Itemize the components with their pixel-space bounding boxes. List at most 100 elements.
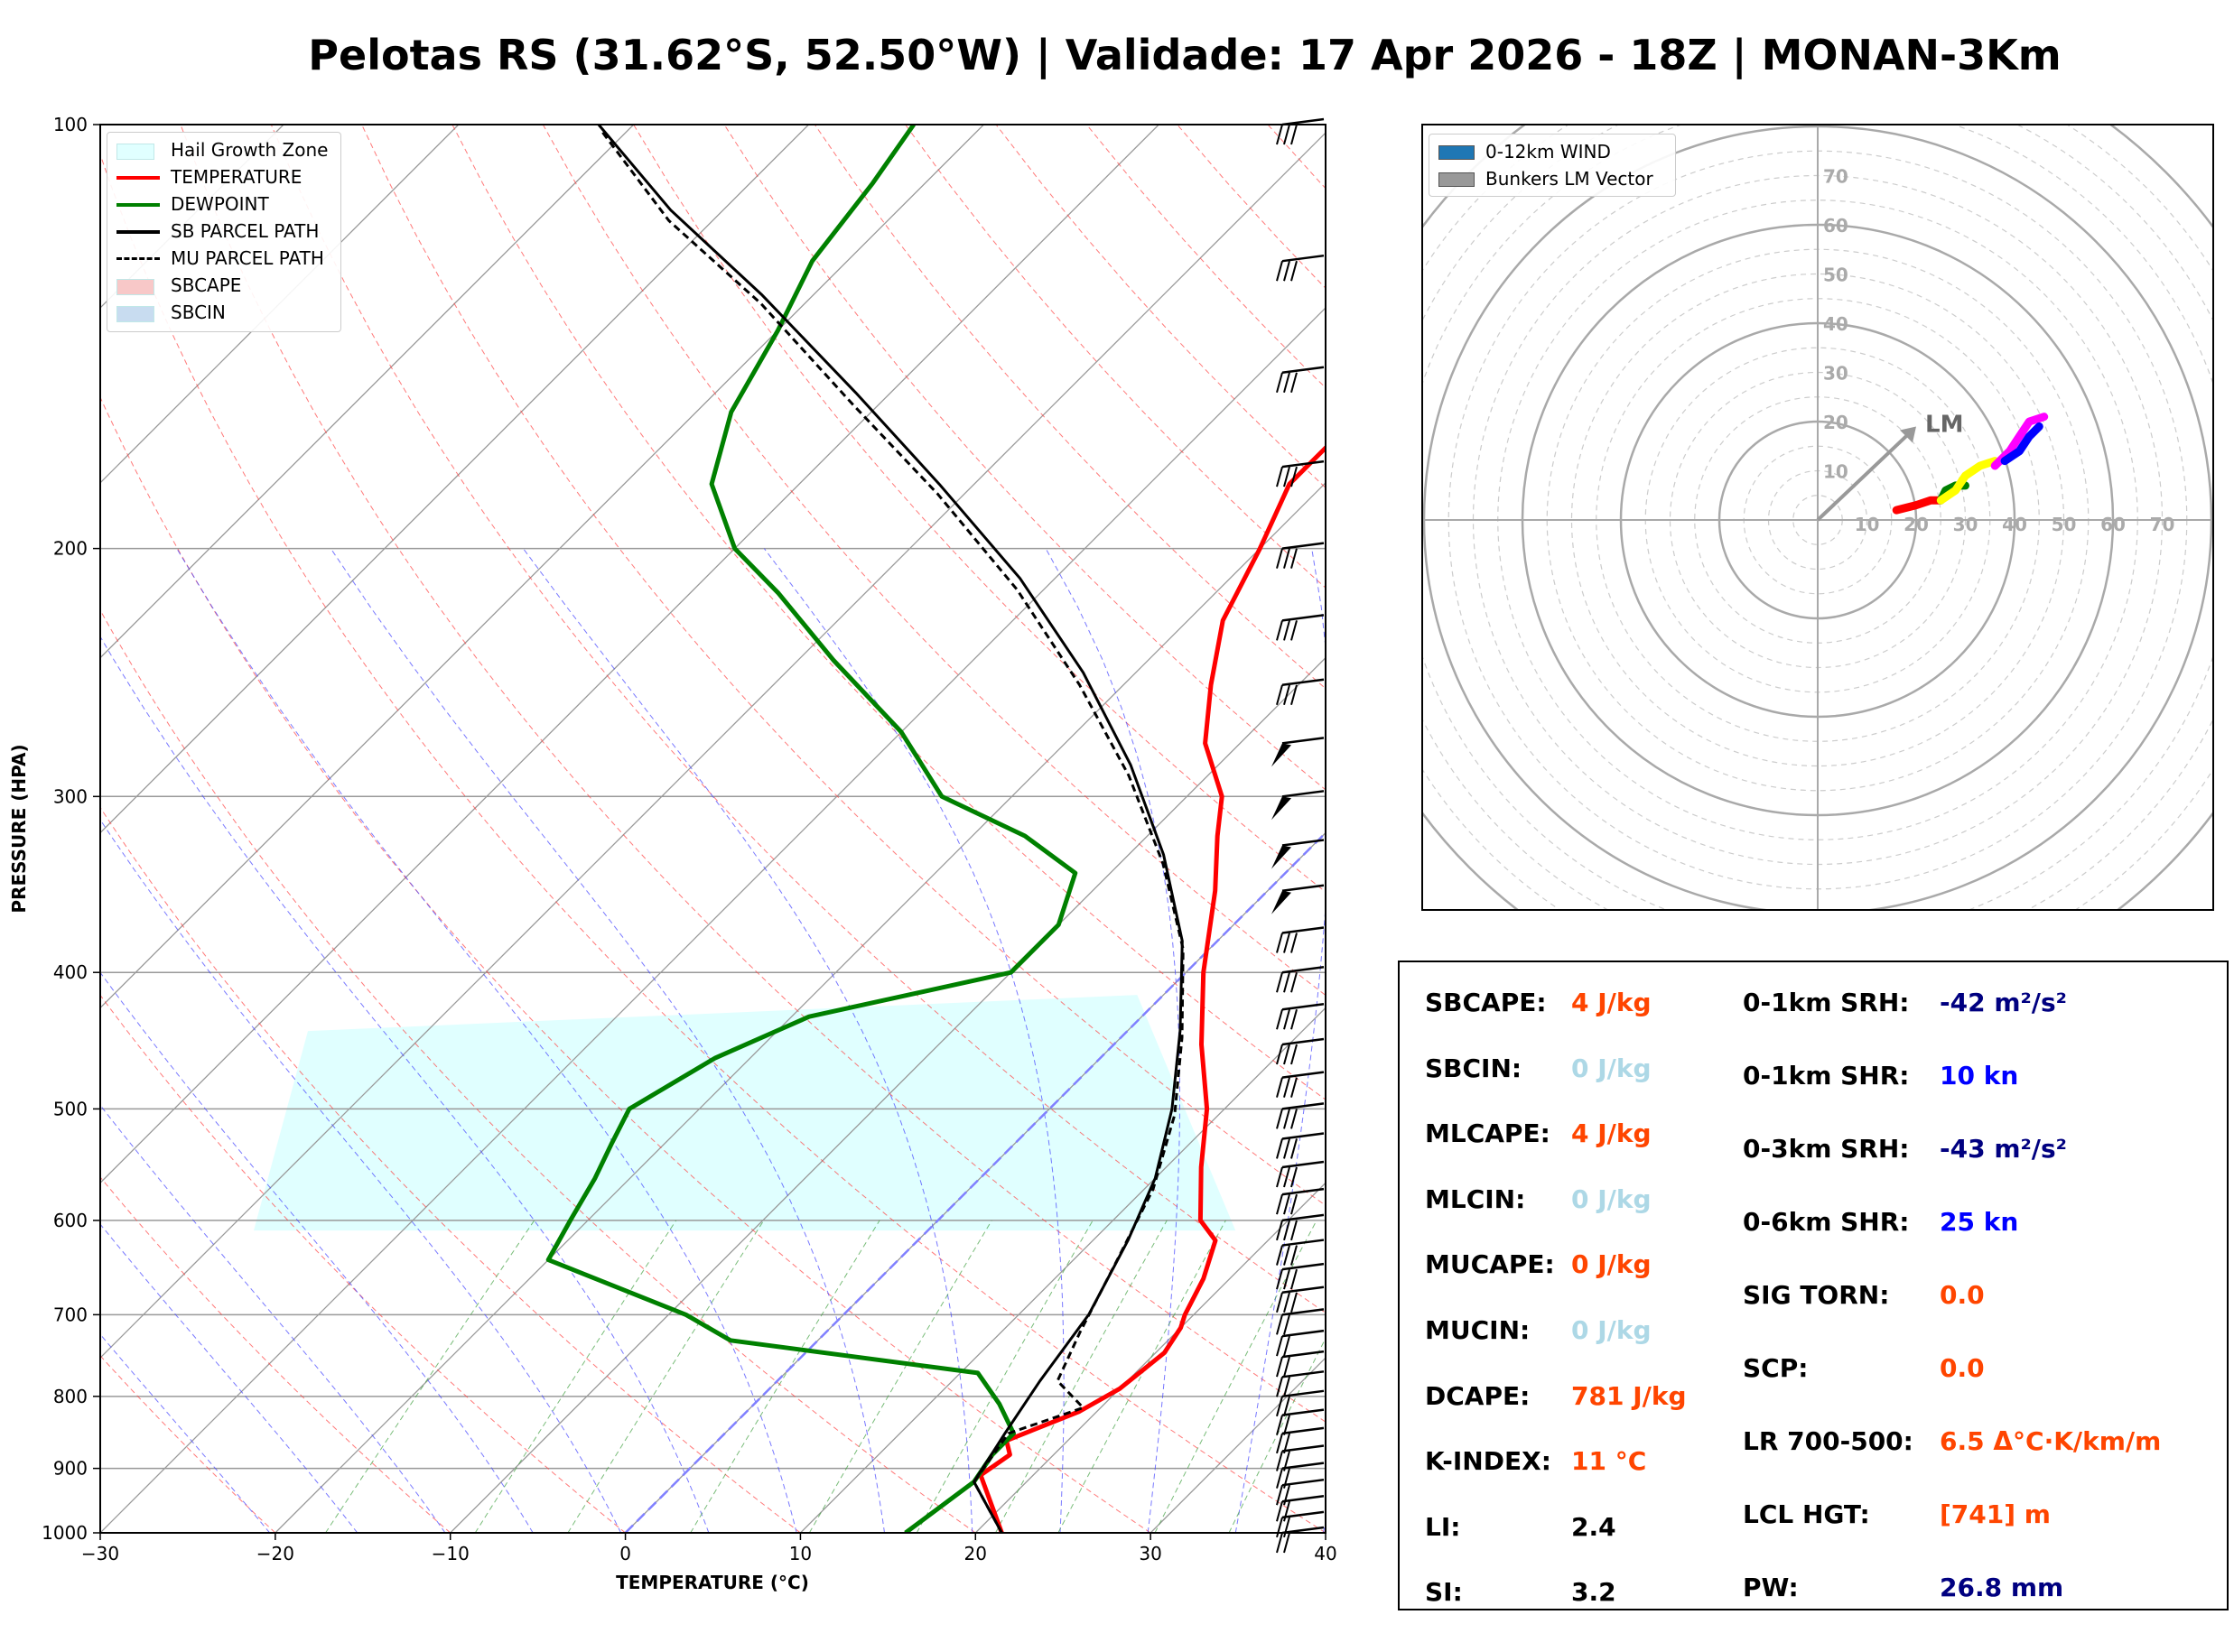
param-label: SI: — [1425, 1577, 1463, 1608]
mixing-ratio-line — [567, 1220, 765, 1533]
hodo-minor-ring — [1422, 125, 2213, 910]
param-label: SBCIN: — [1425, 1053, 1522, 1083]
wind-barb — [1276, 1308, 1325, 1335]
moist-adiabat — [100, 1104, 446, 1533]
skewt-chart: −30 −20 −10 0 10 20 30 40 100 200 300 400 500 600 700… — [8, 114, 1336, 1593]
param-value: -43 m²/s² — [1940, 1134, 2067, 1164]
param-label: K-INDEX: — [1425, 1446, 1551, 1477]
legend-label: SBCIN — [171, 302, 226, 323]
hodo-trace-segment — [2000, 422, 2043, 466]
x-tick-label: 20 — [964, 1543, 987, 1564]
wind-barb — [1271, 790, 1325, 821]
parameters-panel: SBCAPE: 4 J/kg SBCIN: 0 J/kg MLCAPE: 4 J/kg ML… — [1398, 961, 2229, 1610]
param-value: 4 J/kg — [1571, 1118, 1652, 1149]
param-value: 0 J/kg — [1571, 1249, 1652, 1280]
param-label: 0-1km SHR: — [1743, 1061, 1910, 1091]
bunkers-lm-label: LM — [1925, 411, 1963, 438]
isotherm-m30 — [100, 307, 1326, 1533]
moist-adiabat — [100, 636, 710, 1533]
dry-adiabat — [270, 125, 1326, 1313]
hodo-ring-label-y: 70 — [1823, 166, 1848, 188]
hodo-ring-label-y: 40 — [1823, 313, 1848, 335]
moist-adiabat — [100, 819, 622, 1533]
legend-label: Hail Growth Zone — [171, 139, 329, 161]
hodo-trace-segment — [1892, 496, 1945, 515]
y-tick-label: 200 — [53, 538, 88, 560]
param-label: 0-1km SRH: — [1743, 988, 1910, 1017]
param-label: SCP: — [1743, 1353, 1809, 1383]
isotherm-20 — [974, 1182, 1326, 1533]
y-tick-label: 1000 — [42, 1522, 88, 1544]
param-value: 0 J/kg — [1571, 1053, 1652, 1083]
profile-mu-parcel-path — [600, 129, 1185, 1533]
hodo-ring-label-y: 20 — [1823, 412, 1848, 433]
wind-barb — [1276, 1213, 1325, 1241]
mixing-ratio-line — [1057, 1220, 1226, 1533]
hodo-ring-label-y: 30 — [1823, 363, 1848, 385]
isotherm-m50 — [100, 125, 1159, 1184]
wind-barb — [1276, 459, 1325, 487]
moist-adiabat — [176, 548, 797, 1533]
param-value: 0.0 — [1940, 1353, 1985, 1383]
hodo-ring-label-x: 30 — [1953, 514, 1978, 535]
y-tick-label: 600 — [53, 1210, 88, 1231]
hodo-trace-segment — [1990, 413, 2049, 470]
isotherm-m70 — [100, 125, 810, 834]
wind-barb — [1276, 1285, 1325, 1313]
isotherm-10 — [799, 1007, 1326, 1533]
param-label: MUCIN: — [1425, 1315, 1531, 1345]
param-value: 26.8 mm — [1940, 1573, 2064, 1602]
y-tick-label: 100 — [53, 114, 88, 135]
y-axis-label: PRESSURE (HPA) — [8, 744, 30, 913]
dry-adiabat — [100, 1176, 451, 1533]
wind-barb — [1276, 1187, 1325, 1215]
legend-swatch — [116, 257, 160, 260]
dry-adiabat — [100, 153, 1326, 1533]
legend-label: SB PARCEL PATH — [171, 220, 320, 242]
dry-adiabat — [542, 125, 1326, 997]
hodo-major-ring — [1227, 0, 2234, 939]
isotherm-m60 — [100, 125, 984, 1009]
legend-swatch — [116, 279, 154, 295]
chart-title: Pelotas RS (31.62°S, 52.50°W) | Validade… — [308, 31, 2062, 79]
x-tick-label: −30 — [81, 1543, 119, 1564]
param-label: LI: — [1425, 1511, 1461, 1542]
hodo-trace-segment — [1936, 457, 1999, 505]
wind-barb — [1276, 1003, 1325, 1030]
legend-label: TEMPERATURE — [171, 166, 303, 188]
wind-barb — [1276, 1160, 1325, 1188]
wind-barb — [1276, 1389, 1325, 1417]
hodo-ring-label-x: 60 — [2100, 514, 2126, 535]
param-value: 0 J/kg — [1571, 1183, 1652, 1214]
wind-barb — [1276, 614, 1325, 641]
param-label: SIG TORN: — [1743, 1280, 1890, 1310]
wind-barb — [1276, 926, 1325, 953]
x-tick-label: −20 — [256, 1543, 294, 1564]
moist-adiabat — [100, 971, 534, 1533]
param-value: 10 kn — [1940, 1061, 2019, 1091]
mixing-ratio-line — [1228, 1337, 1326, 1533]
mixing-ratio-line — [995, 1220, 1168, 1533]
legend-label: MU PARCEL PATH — [171, 247, 324, 269]
param-value: 25 kn — [1940, 1207, 2019, 1237]
param-value: 0 J/kg — [1571, 1315, 1652, 1345]
param-label: 0-6km SHR: — [1743, 1207, 1910, 1237]
legend-label: SBCAPE — [171, 274, 242, 296]
hodograph-chart: 10 10 20 20 30 30 40 40 50 50 60 60 70 70 LM — [1227, 0, 2234, 939]
hodo-ring-label-x: 40 — [2002, 514, 2027, 535]
isotherm-m20 — [275, 481, 1326, 1533]
param-label: DCAPE: — [1425, 1380, 1531, 1411]
param-label: LCL HGT: — [1743, 1499, 1870, 1529]
param-value: -42 m²/s² — [1940, 988, 2067, 1017]
param-label: LR 700-500: — [1743, 1426, 1913, 1456]
hodo-ring-label-x: 10 — [1855, 514, 1880, 535]
hodo-ring-label-x: 70 — [2150, 514, 2175, 535]
hodograph-legend: 0-12km WIND Bunkers LM Vector — [1429, 134, 1676, 197]
dry-adiabat — [361, 125, 1326, 1206]
hodo-ring-label-x: 20 — [1904, 514, 1929, 535]
hodo-ring-label-y: 60 — [1823, 215, 1848, 237]
profile-dewpoint — [545, 125, 1078, 1533]
wind-barb — [1276, 366, 1325, 393]
isotherm-m40 — [100, 132, 1326, 1360]
moist-adiabat — [100, 1223, 358, 1533]
